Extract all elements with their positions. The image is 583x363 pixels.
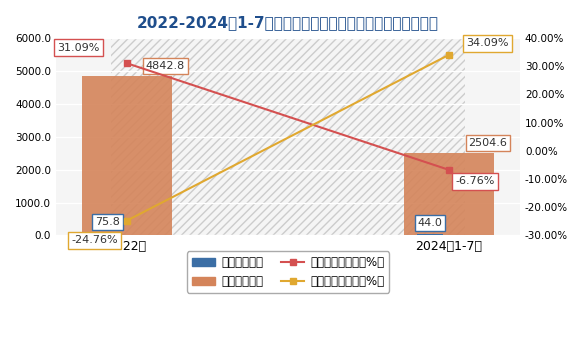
进口量同比增长（%） [445,168,452,172]
Bar [417,234,442,236]
Bar [94,233,120,236]
Legend: 进口量（吨）, 出口量（吨）, 进口量同比增长（%）, 出口量同比增长（%）: 进口量（吨）, 出口量（吨）, 进口量同比增长（%）, 出口量同比增长（%） [187,251,389,293]
进口量同比增长（%） [123,61,130,65]
Text: -24.76%: -24.76% [71,235,118,245]
Text: 2504.6: 2504.6 [468,138,507,148]
Text: 75.8: 75.8 [95,217,120,227]
Text: 34.09%: 34.09% [466,38,509,49]
Bar [111,38,465,236]
Line: 进口量同比增长（%）: 进口量同比增长（%） [124,61,452,173]
Bar [404,153,494,236]
Title: 2022-2024年1-7月我国四氧化三钴进出口量及同比增长情况: 2022-2024年1-7月我国四氧化三钴进出口量及同比增长情况 [137,15,439,30]
Text: -6.76%: -6.76% [455,176,494,186]
Bar [82,76,172,236]
Text: 31.09%: 31.09% [57,43,100,53]
Text: 4842.8: 4842.8 [146,61,185,71]
Text: 44.0: 44.0 [417,218,442,228]
